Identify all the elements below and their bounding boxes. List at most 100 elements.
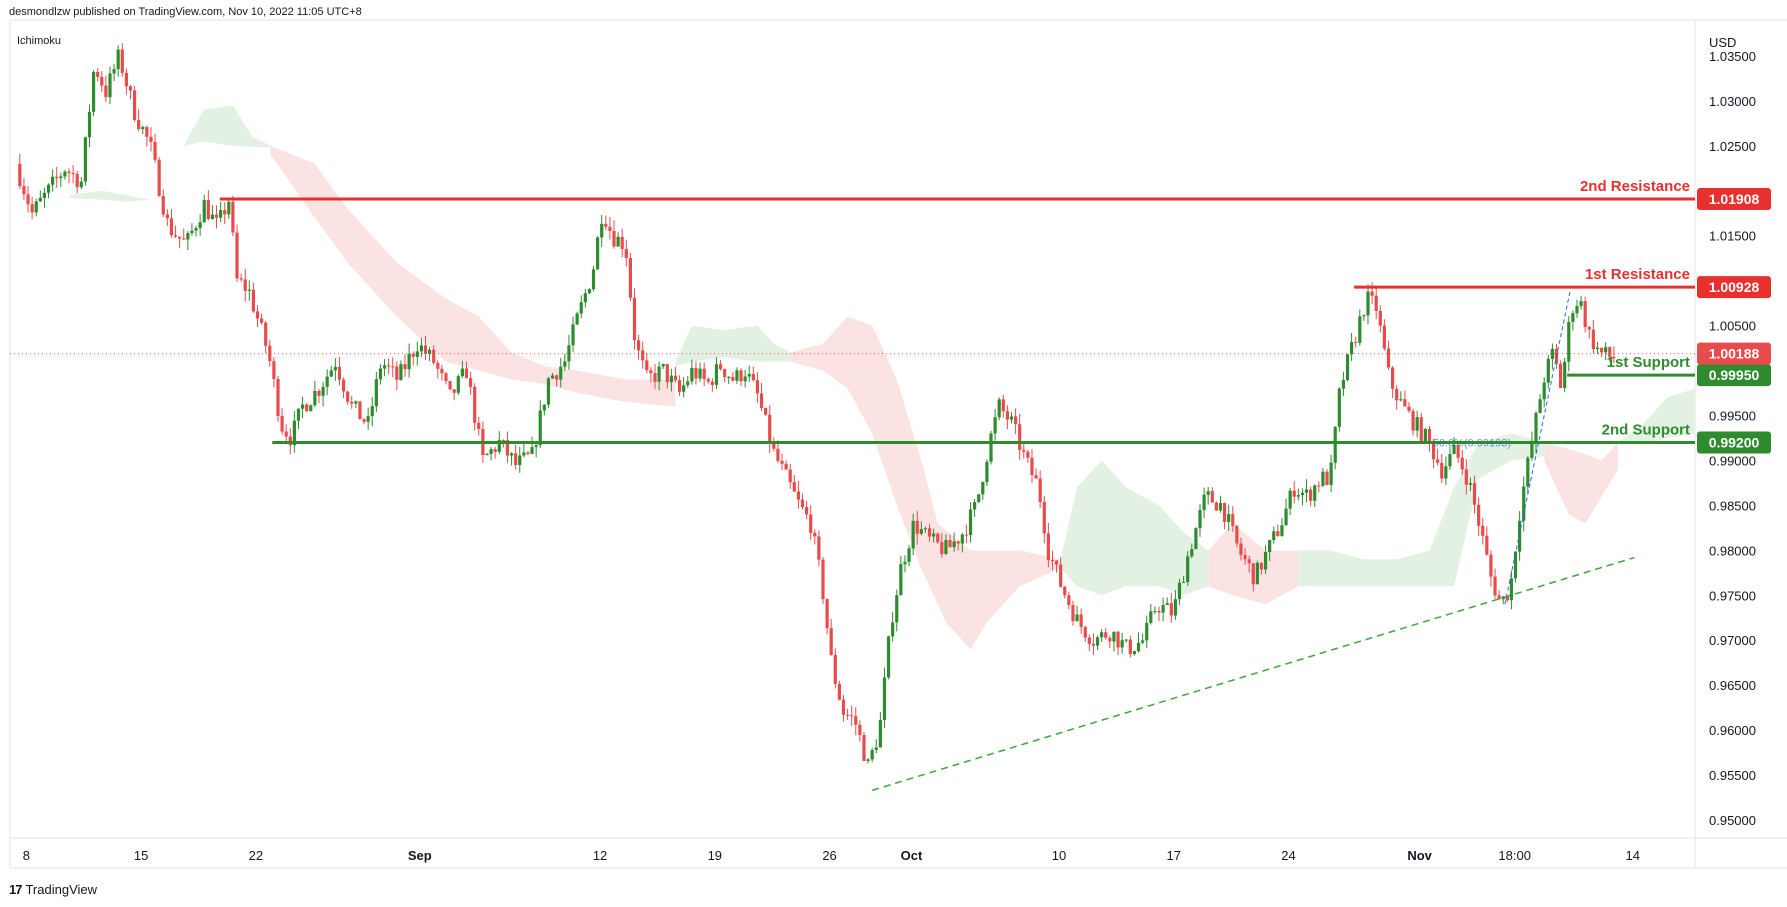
price-tick-label: 0.97000 [1709, 633, 1756, 648]
candle-body [198, 222, 202, 229]
candle-body [1255, 562, 1259, 585]
candle-body [550, 375, 555, 379]
candle-body [407, 353, 411, 370]
candle-body [1317, 485, 1321, 487]
candle-body [1386, 348, 1391, 368]
resistance-price-badge [1697, 276, 1771, 299]
price-tick-label: 0.98500 [1709, 498, 1756, 513]
candle-body [1235, 525, 1239, 544]
candle-body [850, 715, 854, 717]
candle-body [854, 716, 858, 725]
candle-body [788, 469, 792, 483]
price-tick-label: 0.96500 [1709, 678, 1756, 693]
price-tick-label: 1.03000 [1709, 94, 1756, 109]
tradingview-brand[interactable]: 17 TradingView [9, 882, 97, 897]
candle-body [1280, 525, 1284, 536]
candle-body [30, 204, 34, 213]
time-axis[interactable]: 8 15 22 Sep 12 19 26 Oct 10 17 24 Nov 18:00 14 [23, 848, 1640, 863]
price-axis[interactable]: 0.95000 0.95500 0.96000 0.96500 0.97000 0.975… [1709, 49, 1756, 828]
candle-body [993, 417, 997, 434]
candle-body [391, 366, 395, 368]
candle-body [296, 408, 301, 421]
candle-body [989, 433, 993, 462]
candle-body [321, 386, 325, 396]
candle-body [1304, 489, 1309, 493]
candle-body [51, 176, 55, 185]
candle-body [1575, 306, 1579, 314]
candle-body [354, 401, 358, 404]
time-tick-label: 14 [1625, 848, 1639, 863]
candle-body [1350, 342, 1354, 355]
candle-body [1227, 514, 1231, 522]
candle-body [1005, 411, 1009, 420]
candle-body [702, 368, 706, 380]
candle-body [739, 370, 743, 382]
candle-body [309, 405, 313, 412]
candle-body [919, 529, 923, 534]
candle-body [428, 349, 432, 354]
candle-body [227, 201, 231, 215]
candle-body [1149, 611, 1153, 623]
resistance-price-text: 1.01908 [1709, 191, 1760, 207]
candle-body [899, 564, 903, 596]
candle-body [645, 360, 649, 371]
candle-body [145, 127, 149, 137]
candle-body [1132, 651, 1137, 655]
candle-body [1526, 457, 1530, 487]
candle-body [325, 376, 329, 387]
candle-body [1436, 459, 1440, 463]
candle-body [1046, 533, 1050, 561]
chart-frame [9, 19, 1787, 869]
candle-body [1493, 576, 1497, 596]
candle-body [841, 699, 846, 715]
candle-body [157, 159, 161, 196]
candle-body [1104, 632, 1108, 638]
candle-body [120, 49, 124, 73]
support-price-text: 0.99200 [1709, 434, 1760, 450]
candle-body [169, 218, 174, 236]
cloud-segment [1298, 433, 1545, 587]
candle-body [710, 381, 714, 385]
candle-body [366, 416, 370, 422]
candle-body [591, 269, 596, 290]
candle-body [317, 390, 321, 396]
cloud-segment [1060, 460, 1209, 596]
candle-body [1108, 637, 1112, 642]
candle-body [1079, 614, 1083, 627]
candle-body [1034, 475, 1038, 479]
candle-body [1522, 486, 1526, 521]
candle-body [79, 181, 83, 188]
resistance-label: 1st Resistance [1585, 266, 1690, 283]
candle-body [108, 73, 112, 98]
candle-body [460, 368, 464, 377]
candle-body [1161, 605, 1165, 613]
candle-body [34, 201, 38, 213]
candle-body [833, 654, 837, 684]
candle-body [1222, 502, 1227, 522]
candle-body [1464, 469, 1468, 485]
candle-body [173, 235, 178, 237]
candle-body [1124, 639, 1128, 641]
candle-body [1292, 490, 1296, 497]
candle-body [214, 214, 219, 218]
candle-body [464, 368, 469, 379]
candle-body [38, 197, 42, 202]
candle-body [63, 171, 67, 177]
candle-body [104, 85, 108, 98]
candle-body [698, 368, 702, 379]
candle-body [1214, 502, 1218, 511]
price-tick-label: 1.00500 [1709, 319, 1756, 334]
candle-body [575, 313, 579, 325]
candle-body [1444, 466, 1448, 479]
candle-body [1263, 551, 1268, 570]
candle-body [1546, 358, 1550, 383]
candle-body [1501, 596, 1505, 600]
candle-body [1374, 295, 1378, 312]
candle-body [821, 559, 825, 600]
indicator-label[interactable]: Ichimoku [17, 35, 62, 47]
candle-body [555, 375, 559, 380]
candle-body [210, 214, 215, 220]
candle-body [1591, 329, 1595, 350]
candle-body [501, 439, 505, 441]
